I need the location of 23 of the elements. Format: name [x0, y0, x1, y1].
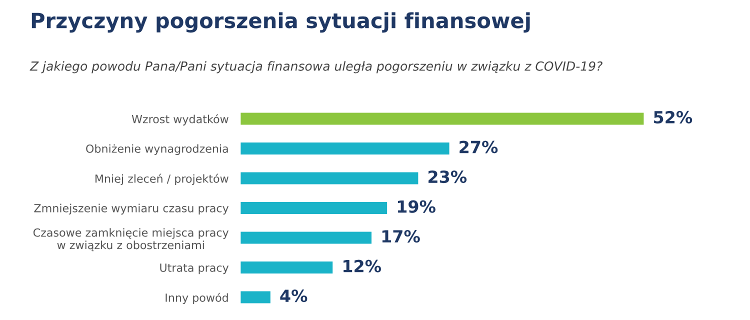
y-tick-label: Inny powód	[166, 292, 228, 304]
bar	[240, 230, 373, 246]
y-tick-label: Mniej zleceń / projektów	[95, 174, 228, 185]
bar	[240, 200, 388, 216]
y-tick-label: Czasowe zamknięcie miejsca pracy w związku z obostrzeniami	[33, 228, 229, 252]
bar	[240, 141, 451, 156]
data-label: 52%	[654, 110, 692, 124]
data-label: 12%	[344, 260, 382, 272]
y-tick-label: Obniżenie wynagrodzenia	[86, 144, 228, 155]
y-tick-label: Zmniejszenie wymiaru czasu pracy	[34, 204, 229, 215]
data-label: 19%	[398, 200, 436, 213]
data-label: 17%	[382, 230, 420, 243]
bar	[240, 170, 420, 186]
chart-subtitle: Z jakiego powodu Pana/Pani sytuacja finansowa uległa pogorszeniu w związku z COVID-19?	[30, 61, 602, 74]
bar	[240, 290, 272, 305]
data-label: 23%	[428, 170, 467, 184]
data-label: 4%	[280, 290, 308, 302]
chart-title: Przyczyny pogorszenia sytuacji finansowej	[32, 12, 530, 33]
y-tick-label: Wzrost wydatków	[132, 114, 228, 126]
data-label: 27%	[460, 140, 498, 154]
y-tick-label: Utrata pracy	[160, 264, 229, 274]
bar	[240, 111, 646, 126]
bar	[240, 260, 334, 275]
